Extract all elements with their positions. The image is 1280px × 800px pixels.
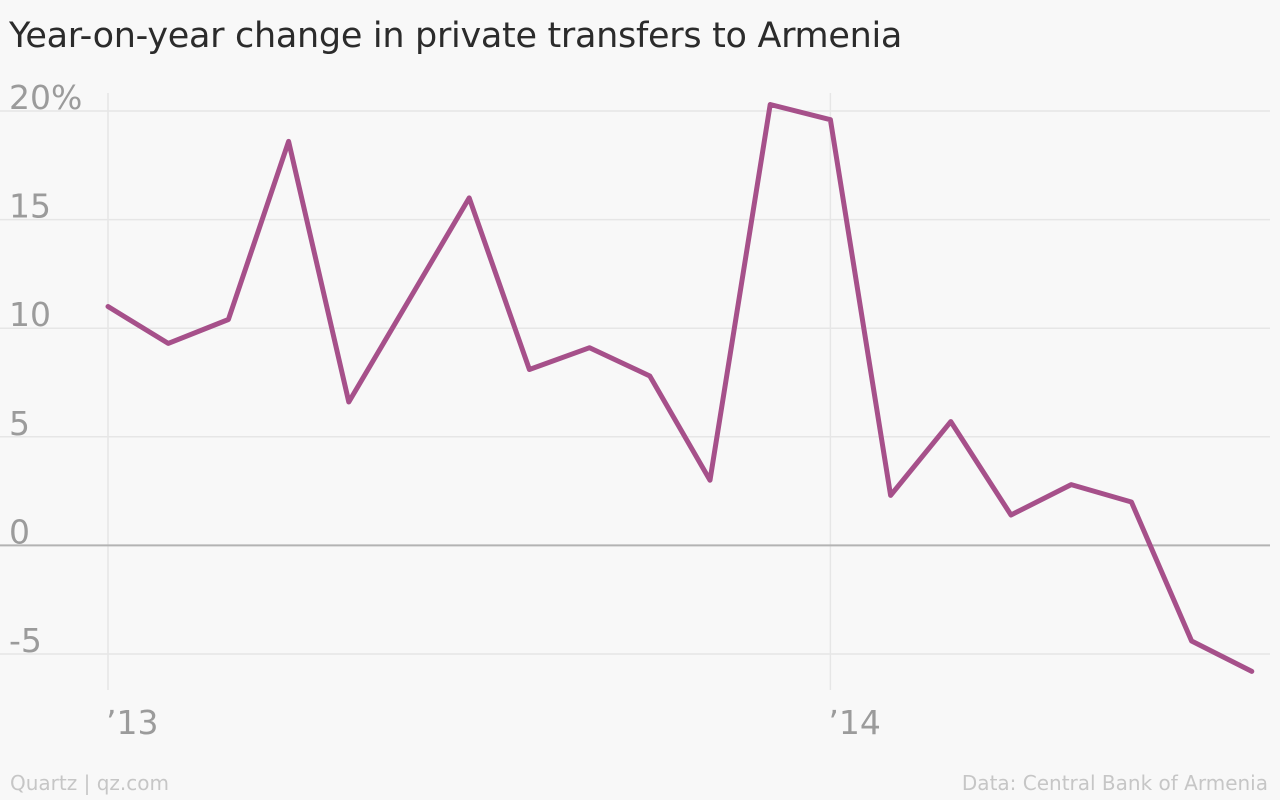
series-line-0 (105, 102, 1255, 674)
data-point (286, 139, 291, 144)
footer-credit: Quartz | qz.com (10, 771, 169, 795)
data-point (226, 317, 231, 322)
series-layer (105, 102, 1255, 674)
grid-layer (0, 93, 1270, 690)
data-point (1249, 669, 1254, 674)
data-point (527, 367, 532, 372)
data-point (828, 117, 833, 122)
data-point (407, 298, 412, 303)
data-point (768, 102, 773, 107)
y-tick-label: 10 (9, 295, 51, 334)
y-axis-tick-labels: 20% 15 10 5 0 -5 (9, 78, 82, 660)
data-point (647, 374, 652, 379)
data-point (467, 195, 472, 200)
y-tick-label: 0 (9, 512, 30, 551)
data-point (948, 419, 953, 424)
data-point (346, 400, 351, 405)
data-point (106, 304, 111, 309)
data-point (166, 341, 171, 346)
x-tick-label: ’14 (828, 703, 880, 742)
footer-source: Data: Central Bank of Armenia (961, 771, 1268, 795)
y-tick-label: -5 (9, 621, 42, 660)
y-tick-label: 20% (9, 78, 82, 117)
y-tick-label: 15 (9, 187, 51, 226)
data-point (1009, 513, 1014, 518)
x-axis-tick-labels: ’13 ’14 (106, 703, 881, 742)
y-tick-label: 5 (9, 404, 30, 443)
data-point (1069, 482, 1074, 487)
data-point (708, 478, 713, 483)
data-point (888, 493, 893, 498)
data-point (1129, 500, 1134, 505)
data-point (1189, 639, 1194, 644)
chart-title: Year-on-year change in private transfers… (9, 16, 903, 56)
data-point (587, 345, 592, 350)
x-tick-label: ’13 (106, 703, 158, 742)
